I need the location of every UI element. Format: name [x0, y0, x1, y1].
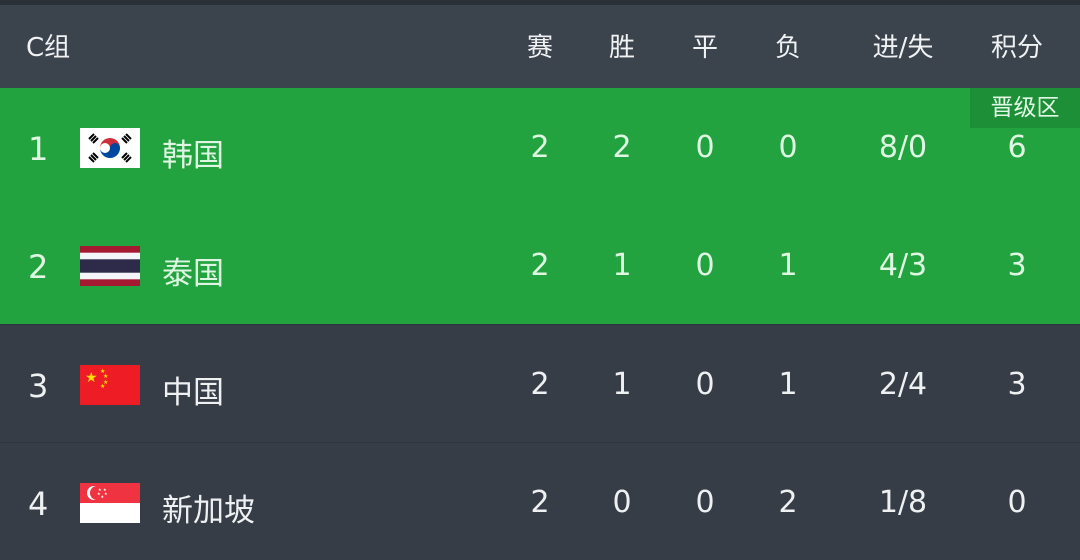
played-value: 2 [530, 130, 550, 165]
col-points: 积分 [990, 33, 1044, 63]
svg-text:★: ★ [101, 494, 105, 499]
col-goals: 进/失 [872, 33, 934, 63]
goals-value: 1/8 [878, 485, 928, 520]
drawn-value: 0 [695, 485, 715, 520]
col-lost: 负 [774, 33, 802, 63]
table-row[interactable]: 4 ★ ★ ★ ★ ★ 新加坡 2 0 0 2 1/8 0 [0, 442, 1080, 560]
col-played: 赛 [526, 33, 554, 63]
col-drawn: 平 [691, 33, 719, 63]
svg-text:★: ★ [85, 370, 98, 386]
rank: 1 [28, 130, 49, 168]
rank: 4 [28, 485, 49, 523]
lost-value: 1 [778, 248, 798, 283]
points-value: 3 [1007, 248, 1027, 283]
team-name[interactable]: 泰国 [162, 256, 224, 292]
played-value: 2 [530, 485, 550, 520]
won-value: 1 [612, 248, 632, 283]
table-header: C组 赛 胜 平 负 进/失 积分 [0, 5, 1080, 88]
svg-text:★: ★ [98, 487, 102, 492]
played-value: 2 [530, 367, 550, 402]
svg-text:★: ★ [103, 379, 108, 386]
drawn-value: 0 [695, 367, 715, 402]
drawn-value: 0 [695, 248, 715, 283]
won-value: 2 [612, 130, 632, 165]
table-row[interactable]: 2 泰国 2 1 0 1 4/3 3 [0, 206, 1080, 324]
team-name[interactable]: 中国 [162, 375, 224, 411]
lost-value: 2 [778, 485, 798, 520]
group-title: C组 [26, 33, 71, 63]
china-flag-icon: ★ ★ ★ ★ ★ [80, 365, 140, 405]
played-value: 2 [530, 248, 550, 283]
lost-value: 1 [778, 367, 798, 402]
points-value: 0 [1007, 485, 1027, 520]
team-name[interactable]: 韩国 [162, 138, 224, 174]
lost-value: 0 [778, 130, 798, 165]
svg-text:★: ★ [104, 491, 108, 496]
qualify-zone-badge: 晋级区 [970, 88, 1080, 128]
thailand-flag-icon [80, 246, 140, 286]
points-value: 6 [1007, 130, 1027, 165]
table-row[interactable]: 1 韩国 2 2 0 0 8/0 6 [0, 88, 1080, 206]
team-name[interactable]: 新加坡 [162, 493, 255, 529]
goals-value: 4/3 [878, 248, 928, 283]
rank: 3 [28, 367, 49, 405]
points-value: 3 [1007, 367, 1027, 402]
svg-text:★: ★ [97, 491, 101, 496]
drawn-value: 0 [695, 130, 715, 165]
table-row[interactable]: 3 ★ ★ ★ ★ ★ 中国 2 1 0 1 2/4 3 [0, 324, 1080, 442]
singapore-flag-icon: ★ ★ ★ ★ ★ [80, 483, 140, 523]
south-korea-flag-icon [80, 128, 140, 168]
svg-text:★: ★ [103, 373, 108, 380]
svg-text:★: ★ [100, 368, 105, 375]
goals-value: 2/4 [878, 367, 928, 402]
svg-text:★: ★ [103, 487, 107, 492]
goals-value: 8/0 [878, 130, 928, 165]
top-strip [0, 0, 1080, 5]
svg-text:★: ★ [100, 383, 105, 390]
won-value: 0 [612, 485, 632, 520]
rank: 2 [28, 248, 49, 286]
col-won: 胜 [608, 33, 636, 63]
won-value: 1 [612, 367, 632, 402]
